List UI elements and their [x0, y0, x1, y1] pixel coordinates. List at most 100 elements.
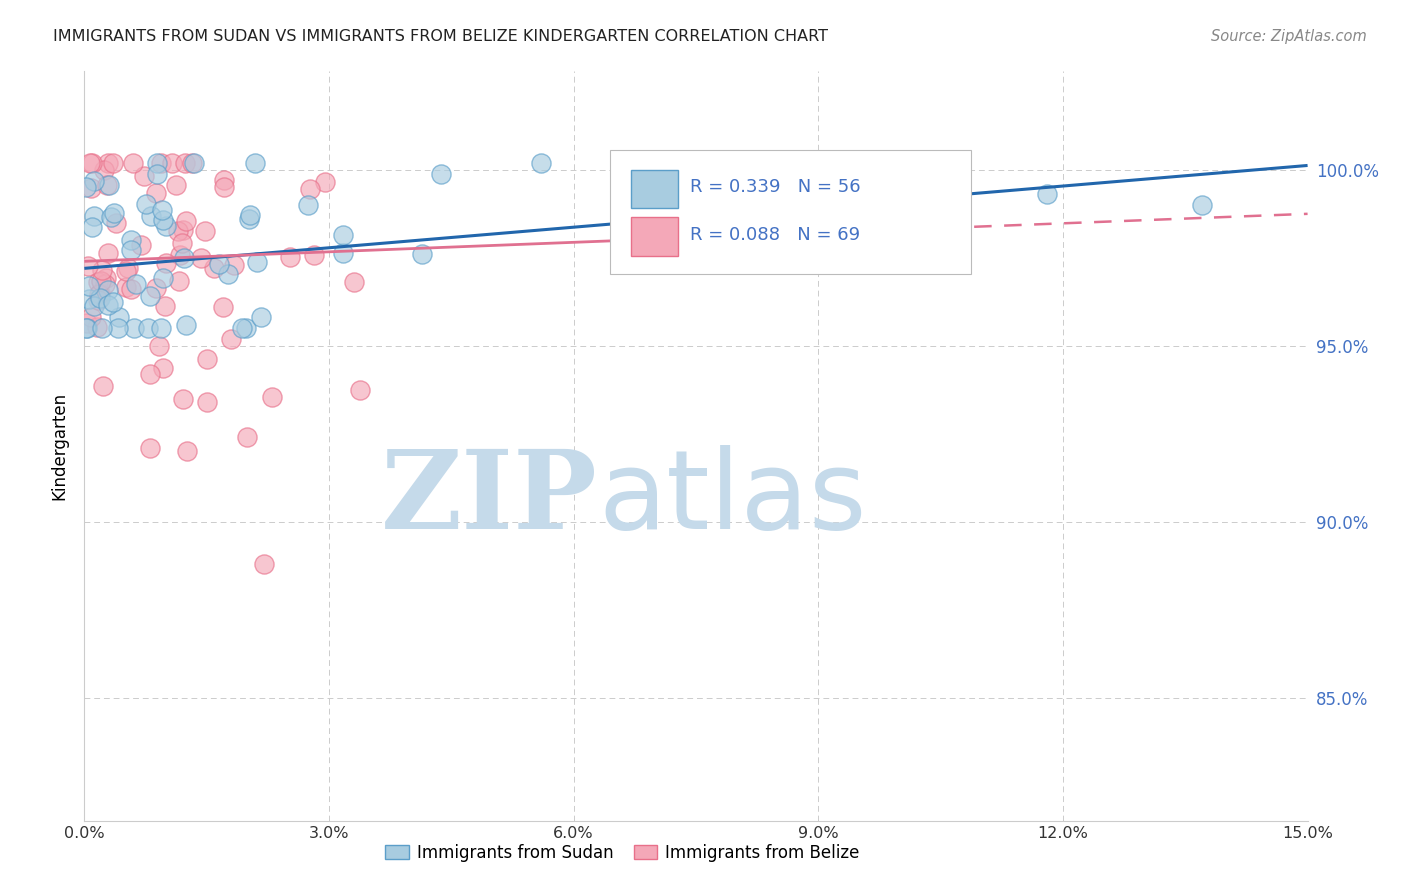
Point: [145, 186, 167, 201]
Point: [108, 310, 131, 325]
Point: [190, 251, 212, 265]
Point: [253, 557, 276, 571]
Text: ZIP: ZIP: [381, 445, 598, 552]
Point: [212, 180, 235, 194]
Point: [530, 156, 553, 170]
Point: [76, 260, 98, 274]
Point: [165, 178, 187, 192]
Point: [104, 216, 127, 230]
Point: [87, 286, 110, 301]
Point: [91, 321, 114, 335]
Point: [160, 156, 183, 170]
Point: [169, 248, 191, 262]
Point: [172, 235, 194, 250]
Point: [94, 277, 117, 291]
Point: [145, 281, 167, 295]
Point: [155, 219, 177, 234]
FancyBboxPatch shape: [610, 150, 972, 274]
Point: [181, 156, 204, 170]
Point: [146, 167, 169, 181]
Point: [86, 320, 108, 334]
Point: [343, 275, 366, 289]
Point: [115, 279, 138, 293]
Point: [93, 163, 115, 178]
Point: [115, 264, 138, 278]
Point: [297, 198, 319, 212]
Point: [245, 156, 267, 170]
Point: [75, 180, 97, 194]
Point: [125, 277, 148, 291]
Point: [83, 209, 105, 223]
Point: [430, 167, 453, 181]
Point: [174, 213, 197, 227]
Point: [132, 169, 155, 183]
Point: [238, 212, 260, 227]
Point: [77, 293, 100, 307]
Point: [208, 257, 231, 271]
Point: [121, 283, 143, 297]
Point: [148, 339, 170, 353]
Point: [212, 173, 235, 187]
Point: [155, 256, 177, 270]
Point: [152, 360, 174, 375]
Point: [89, 285, 111, 300]
Bar: [631, 218, 678, 256]
Point: [97, 156, 120, 170]
Point: [219, 332, 242, 346]
Point: [80, 156, 103, 170]
Point: [80, 310, 103, 324]
Point: [172, 223, 194, 237]
Point: [202, 261, 225, 276]
Point: [89, 291, 111, 305]
Point: [135, 196, 157, 211]
Point: [235, 321, 257, 335]
Point: [101, 294, 124, 309]
Point: [298, 182, 321, 196]
Point: [661, 169, 683, 184]
Point: [231, 321, 253, 335]
Point: [76, 316, 98, 330]
Point: [97, 283, 120, 297]
Point: [90, 274, 112, 288]
Point: [224, 259, 246, 273]
Point: [87, 293, 110, 307]
Point: [302, 248, 325, 262]
Point: [146, 156, 169, 170]
Point: [149, 321, 172, 335]
Point: [195, 352, 218, 367]
Point: [332, 246, 354, 260]
Point: [212, 300, 235, 314]
Point: [139, 441, 162, 455]
Point: [166, 223, 188, 237]
Point: [174, 318, 197, 333]
Point: [236, 430, 259, 444]
Point: [97, 298, 120, 312]
Point: [195, 395, 218, 409]
Point: [97, 245, 120, 260]
Point: [173, 251, 195, 265]
Point: [150, 203, 173, 218]
Point: [249, 310, 271, 324]
Point: [139, 210, 162, 224]
Point: [167, 274, 190, 288]
Point: [107, 321, 129, 335]
Point: [83, 299, 105, 313]
Point: [314, 175, 336, 189]
Text: Source: ZipAtlas.com: Source: ZipAtlas.com: [1211, 29, 1367, 44]
Point: [122, 321, 145, 335]
Point: [183, 156, 205, 170]
Point: [80, 181, 103, 195]
Point: [194, 223, 217, 237]
Point: [75, 321, 97, 335]
Point: [1035, 187, 1057, 202]
Point: [173, 156, 195, 170]
Point: [150, 156, 173, 170]
Point: [96, 178, 118, 193]
Point: [87, 275, 110, 289]
Text: atlas: atlas: [598, 445, 866, 552]
Point: [278, 250, 301, 264]
Point: [246, 255, 269, 269]
Point: [117, 260, 139, 275]
Point: [90, 263, 112, 277]
Point: [97, 178, 120, 192]
